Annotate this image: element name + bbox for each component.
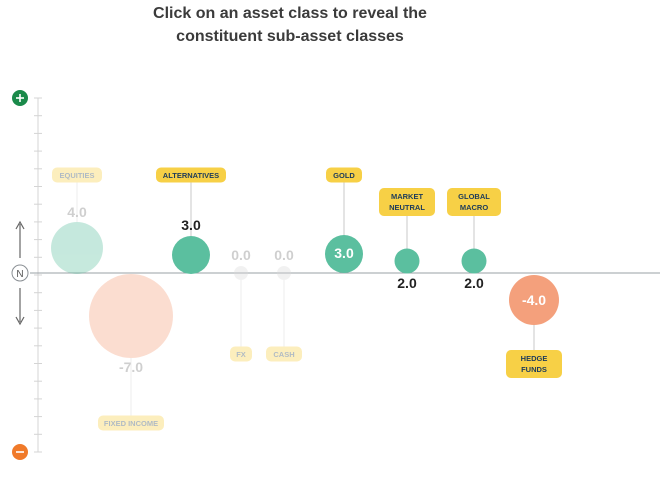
asset-value: 3.0 [181, 217, 201, 233]
asset-value: -7.0 [119, 359, 143, 375]
asset-label-text: HEDGE [521, 354, 548, 363]
asset-value: 2.0 [397, 275, 417, 291]
asset-item-market-neutral[interactable]: MARKET NEUTRAL 2.0 [379, 188, 435, 291]
asset-bubble[interactable] [461, 248, 487, 274]
asset-item-global-macro[interactable]: GLOBAL MACRO 2.0 [447, 188, 501, 291]
asset-label-text: FIXED INCOME [104, 419, 158, 428]
asset-label-text: GOLD [333, 171, 355, 180]
asset-label-text: ALTERNATIVES [163, 171, 219, 180]
asset-value: -4.0 [522, 292, 546, 308]
asset-value: 3.0 [334, 245, 354, 261]
neutral-marker-icon: N [11, 264, 29, 282]
asset-item-gold[interactable]: GOLD 3.0 [325, 167, 363, 274]
asset-value: 0.0 [231, 247, 251, 263]
minus-icon[interactable] [12, 444, 28, 460]
instruction-line-1: Click on an asset class to reveal the [153, 5, 427, 22]
scale-ticks [34, 97, 42, 453]
asset-bubble[interactable] [277, 266, 291, 280]
asset-label-text: MACRO [460, 203, 488, 212]
asset-label-text: NEUTRAL [389, 203, 425, 212]
asset-label-pill[interactable] [98, 415, 164, 431]
down-arrow-icon [15, 288, 25, 326]
asset-label-pill[interactable] [156, 167, 226, 183]
asset-bubble[interactable] [394, 248, 420, 274]
instruction-line-2: constituent sub-asset classes [176, 28, 404, 45]
asset-label-pill[interactable] [506, 350, 562, 378]
asset-label-pill[interactable] [326, 167, 362, 183]
asset-label-pill[interactable] [447, 188, 501, 216]
asset-label-pill[interactable] [52, 167, 102, 183]
asset-item-fx[interactable]: FX 0.0 [230, 247, 252, 362]
asset-bubble[interactable] [172, 236, 210, 274]
asset-item-cash[interactable]: CASH 0.0 [266, 247, 302, 362]
asset-bubble[interactable] [89, 274, 173, 358]
asset-value: 4.0 [67, 204, 87, 220]
asset-value: 0.0 [274, 247, 294, 263]
asset-item-fixed-income[interactable]: FIXED INCOME -7.0 [89, 274, 173, 431]
asset-bubble[interactable] [509, 275, 559, 325]
asset-label-text: CASH [273, 350, 294, 359]
asset-label-text: EQUITIES [59, 171, 94, 180]
asset-label-pill[interactable] [230, 346, 252, 362]
asset-item-equities[interactable]: EQUITIES 4.0 [51, 167, 103, 275]
asset-label-text: FX [236, 350, 246, 359]
up-arrow-icon [15, 220, 25, 258]
asset-item-hedge-funds[interactable]: HEDGE FUNDS -4.0 [506, 275, 562, 378]
asset-bubble[interactable] [51, 222, 103, 274]
asset-bubble[interactable] [325, 235, 363, 273]
asset-label-text: MARKET [391, 192, 423, 201]
asset-bubble[interactable] [234, 266, 248, 280]
asset-label-text: FUNDS [521, 365, 547, 374]
neutral-symbol: N [16, 269, 23, 280]
asset-value: 2.0 [464, 275, 484, 291]
plus-icon[interactable] [12, 90, 28, 106]
asset-label-pill[interactable] [266, 346, 302, 362]
asset-item-alternatives[interactable]: ALTERNATIVES 3.0 [156, 167, 226, 275]
instruction-title: Click on an asset class to reveal the co… [0, 2, 580, 48]
asset-items: EQUITIES 4.0 FIXED INCOME -7.0 ALTERNATIVES 3… [51, 167, 562, 431]
asset-label-pill[interactable] [379, 188, 435, 216]
asset-label-text: GLOBAL [458, 192, 490, 201]
